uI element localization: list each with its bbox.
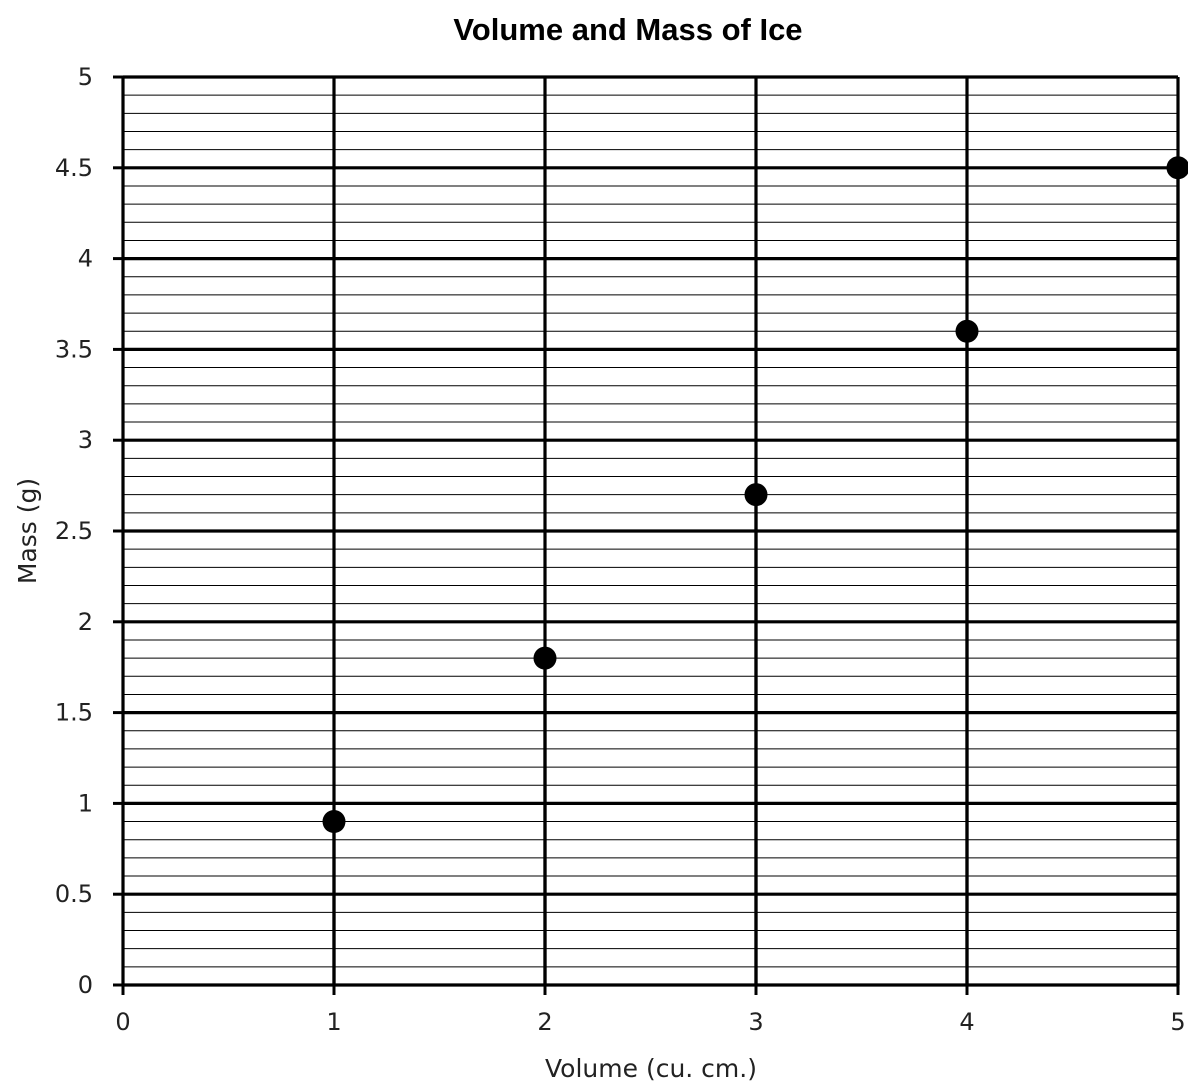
data-point	[955, 319, 979, 343]
x-tick-label: 2	[537, 1008, 552, 1036]
data-point	[322, 810, 346, 834]
y-axis-label: Mass (g)	[13, 478, 42, 584]
data-points	[322, 156, 1188, 834]
y-tick-label: 2	[78, 608, 93, 636]
minor-gridlines	[123, 94, 1178, 968]
data-point	[533, 646, 557, 670]
y-tick-label: 3.5	[55, 335, 93, 363]
y-tick-label: 1	[78, 789, 93, 817]
major-gridlines	[123, 75, 1180, 985]
x-tick-label: 1	[326, 1008, 341, 1036]
y-tick-label: 4	[78, 245, 93, 273]
y-tick-label: 4.5	[55, 154, 93, 182]
y-tick-label: 1.5	[55, 699, 93, 727]
x-axis-label: Volume (cu. cm.)	[545, 1054, 757, 1083]
x-axis-ticks: 0 1 2 3 4 5	[115, 985, 1186, 1036]
data-point	[1166, 156, 1188, 180]
y-axis-ticks: 0 0.5 1 1.5 2 2.5 3 3.5 4 4.5 5	[55, 63, 123, 999]
y-tick-label: 3	[78, 426, 93, 454]
x-tick-label: 0	[115, 1008, 130, 1036]
drop-lines	[332, 167, 1180, 985]
x-tick-label: 3	[748, 1008, 763, 1036]
x-tick-label: 4	[959, 1008, 974, 1036]
y-tick-label: 0	[78, 971, 93, 999]
y-tick-label: 2.5	[55, 517, 93, 545]
y-tick-label: 5	[78, 63, 93, 91]
chart-title: Volume and Mass of Ice	[453, 12, 802, 47]
y-tick-label: 0.5	[55, 880, 93, 908]
x-tick-label: 5	[1170, 1008, 1185, 1036]
data-point	[744, 483, 768, 507]
